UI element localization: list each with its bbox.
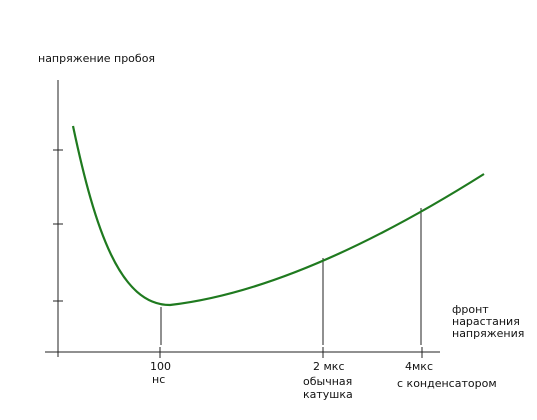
x-axis-label: нарастания (452, 315, 520, 328)
curve (71, 125, 485, 307)
x-axis-label: фронт (452, 303, 489, 316)
x-mark-label: 100 (150, 360, 171, 373)
x-mark-note: с конденсатором (397, 377, 497, 390)
x-mark-label: 4мкс (405, 360, 433, 373)
x-mark-note: обычная (303, 375, 352, 388)
y-axis-label: напряжение пробоя (38, 52, 155, 65)
x-mark-note: катушка (303, 388, 353, 401)
x-axis-label: напряжения (452, 327, 524, 340)
x-mark-label: 2 мкс (313, 360, 345, 373)
x-mark-note: нс (152, 373, 165, 386)
